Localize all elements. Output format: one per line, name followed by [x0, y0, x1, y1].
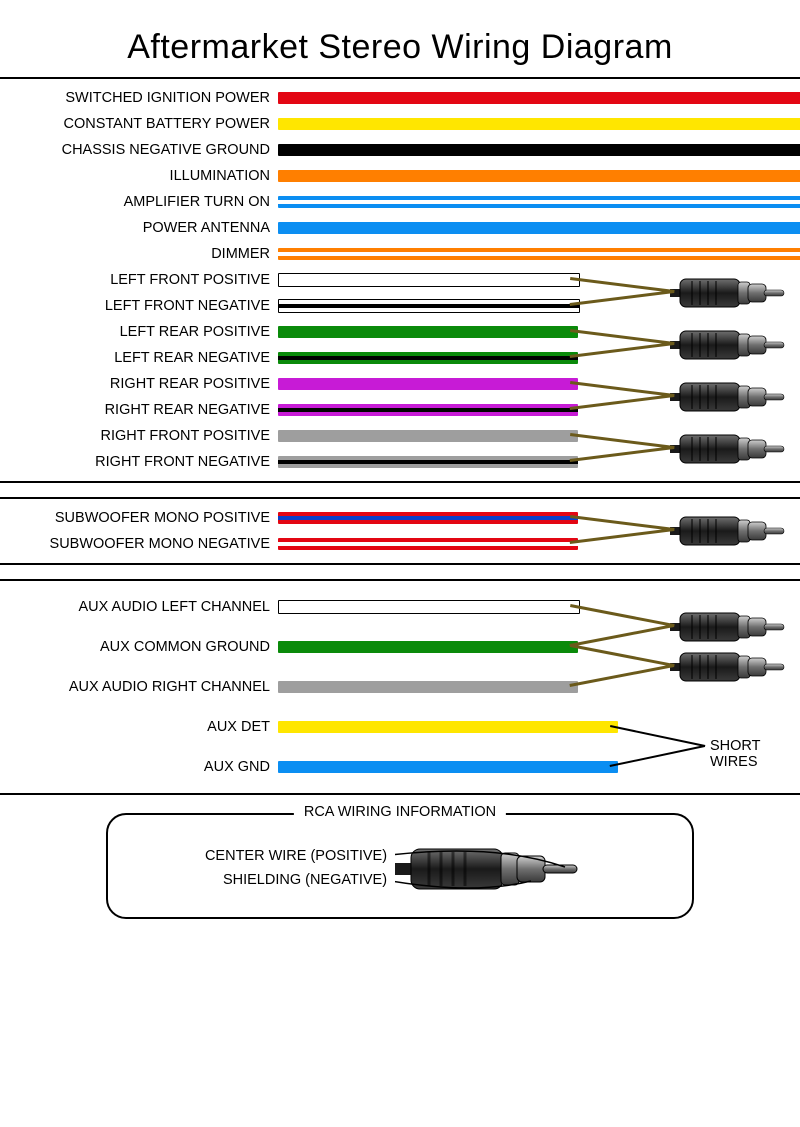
wire: [278, 538, 578, 550]
wire-label: AMPLIFIER TURN ON: [0, 194, 278, 210]
wire: [278, 681, 578, 693]
wire-row: POWER ANTENNA: [0, 215, 800, 241]
wire: [278, 600, 580, 614]
wire-row: DIMMER: [0, 241, 800, 267]
rca-info-body: CENTER WIRE (POSITIVE) SHIELDING (NEGATI…: [120, 833, 680, 903]
section-main: SWITCHED IGNITION POWER CONSTANT BATTERY …: [0, 77, 800, 483]
wire-label: SWITCHED IGNITION POWER: [0, 90, 278, 106]
wire-area: [278, 215, 800, 241]
rca-info-title: RCA WIRING INFORMATION: [294, 804, 506, 820]
wire: [278, 352, 578, 364]
wire-area: [278, 241, 800, 267]
wire-label: LEFT FRONT POSITIVE: [0, 272, 278, 288]
short-wires-label: SHORT WIRES: [710, 738, 800, 770]
wire-row: AMPLIFIER TURN ON: [0, 189, 800, 215]
wire: [278, 456, 578, 468]
rca-info-labels: CENTER WIRE (POSITIVE) SHIELDING (NEGATI…: [205, 844, 387, 892]
wire-row: AUX GND: [0, 747, 800, 787]
wire-area: [278, 85, 800, 111]
wire-label: ILLUMINATION: [0, 168, 278, 184]
rca-connector-icon: [670, 605, 790, 649]
wire: [278, 641, 578, 653]
wire-label: AUX COMMON GROUND: [0, 639, 278, 655]
wire-label: AUX GND: [0, 759, 278, 775]
rca-connector-icon: [670, 271, 790, 315]
rca-center-label: CENTER WIRE (POSITIVE): [205, 844, 387, 868]
wire-area: [278, 137, 800, 163]
wire-row: SWITCHED IGNITION POWER: [0, 85, 800, 111]
wire-label: LEFT FRONT NEGATIVE: [0, 298, 278, 314]
page: Aftermarket Stereo Wiring Diagram SWITCH…: [0, 0, 800, 1127]
wire-label: RIGHT FRONT NEGATIVE: [0, 454, 278, 470]
wire: [278, 299, 580, 313]
rca-connector-icon: [670, 427, 790, 471]
wire-label: AUX AUDIO LEFT CHANNEL: [0, 599, 278, 615]
wire-label: SUBWOOFER MONO NEGATIVE: [0, 536, 278, 552]
wire: [278, 196, 800, 208]
wire-label: SUBWOOFER MONO POSITIVE: [0, 510, 278, 526]
wire-label: AUX AUDIO RIGHT CHANNEL: [0, 679, 278, 695]
rca-connector-icon: [670, 375, 790, 419]
wire-label: DIMMER: [0, 246, 278, 262]
section-aux: AUX AUDIO LEFT CHANNEL AUX COMMON GROUND A…: [0, 579, 800, 795]
sections-host: SWITCHED IGNITION POWER CONSTANT BATTERY …: [0, 77, 800, 795]
wire: [278, 404, 578, 416]
wire: [278, 248, 800, 260]
rca-info-box: RCA WIRING INFORMATION CENTER WIRE (POSI…: [106, 813, 694, 919]
rca-connector-icon: [395, 833, 595, 903]
wire: [278, 761, 618, 773]
wire-row: CHASSIS NEGATIVE GROUND: [0, 137, 800, 163]
wire: [278, 326, 578, 338]
rca-connector-icon: [670, 323, 790, 367]
page-title: Aftermarket Stereo Wiring Diagram: [0, 0, 800, 77]
wire: [278, 118, 800, 130]
wire-label: RIGHT REAR NEGATIVE: [0, 402, 278, 418]
wire-label: RIGHT REAR POSITIVE: [0, 376, 278, 392]
wire: [278, 512, 578, 524]
wire: [278, 273, 580, 287]
wire-label: CHASSIS NEGATIVE GROUND: [0, 142, 278, 158]
wire: [278, 430, 578, 442]
wire-label: AUX DET: [0, 719, 278, 735]
wire: [278, 144, 800, 156]
section-sub: SUBWOOFER MONO POSITIVE SUBWOOFER MONO NE…: [0, 497, 800, 565]
wire-area: [278, 111, 800, 137]
wire-label: LEFT REAR NEGATIVE: [0, 350, 278, 366]
wire-label: CONSTANT BATTERY POWER: [0, 116, 278, 132]
wire-row: ILLUMINATION: [0, 163, 800, 189]
wire-label: RIGHT FRONT POSITIVE: [0, 428, 278, 444]
wire: [278, 378, 578, 390]
wire-row: CONSTANT BATTERY POWER: [0, 111, 800, 137]
rca-connector-icon: [670, 509, 790, 553]
wire: [278, 222, 800, 234]
wire: [278, 92, 800, 104]
wire-area: [278, 189, 800, 215]
wire-label: POWER ANTENNA: [0, 220, 278, 236]
wire-area: [278, 163, 800, 189]
wire: [278, 170, 800, 182]
wire: [278, 721, 618, 733]
rca-shield-label: SHIELDING (NEGATIVE): [205, 868, 387, 892]
wire-label: LEFT REAR POSITIVE: [0, 324, 278, 340]
rca-connector-icon: [670, 645, 790, 689]
